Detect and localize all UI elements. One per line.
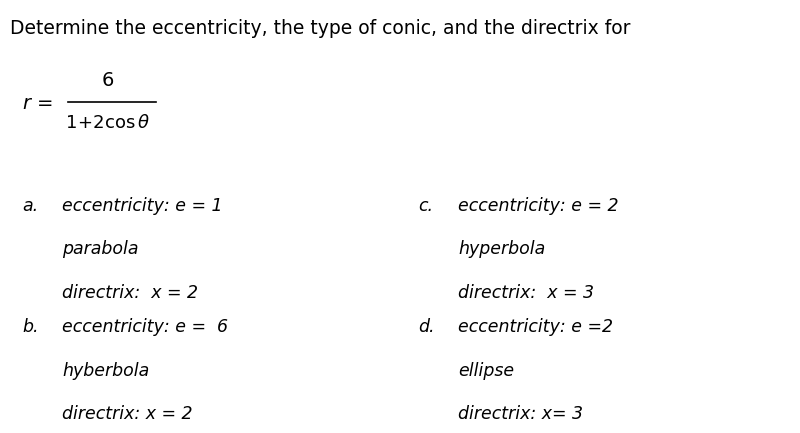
Text: directrix: x = 2: directrix: x = 2 [62, 405, 193, 423]
Text: directrix: x= 3: directrix: x= 3 [458, 405, 583, 423]
Text: b.: b. [22, 318, 39, 336]
Text: $6$: $6$ [102, 71, 114, 90]
Text: $r\,=$: $r\,=$ [22, 94, 54, 113]
Text: hyperbola: hyperbola [458, 240, 546, 259]
Text: parabola: parabola [62, 240, 139, 259]
Text: $1\!+\!2\cos\theta$: $1\!+\!2\cos\theta$ [66, 114, 150, 132]
Text: ellipse: ellipse [458, 362, 514, 380]
Text: eccentricity: e = 1: eccentricity: e = 1 [62, 197, 223, 215]
Text: a.: a. [22, 197, 38, 215]
Text: eccentricity: e =  6: eccentricity: e = 6 [62, 318, 229, 336]
Text: eccentricity: e = 2: eccentricity: e = 2 [458, 197, 619, 215]
Text: directrix:  x = 3: directrix: x = 3 [458, 284, 594, 302]
Text: c.: c. [418, 197, 434, 215]
Text: eccentricity: e =2: eccentricity: e =2 [458, 318, 614, 336]
Text: hyberbola: hyberbola [62, 362, 150, 380]
Text: directrix:  x = 2: directrix: x = 2 [62, 284, 198, 302]
Text: d.: d. [418, 318, 435, 336]
Text: Determine the eccentricity, the type of conic, and the directrix for: Determine the eccentricity, the type of … [10, 19, 631, 39]
